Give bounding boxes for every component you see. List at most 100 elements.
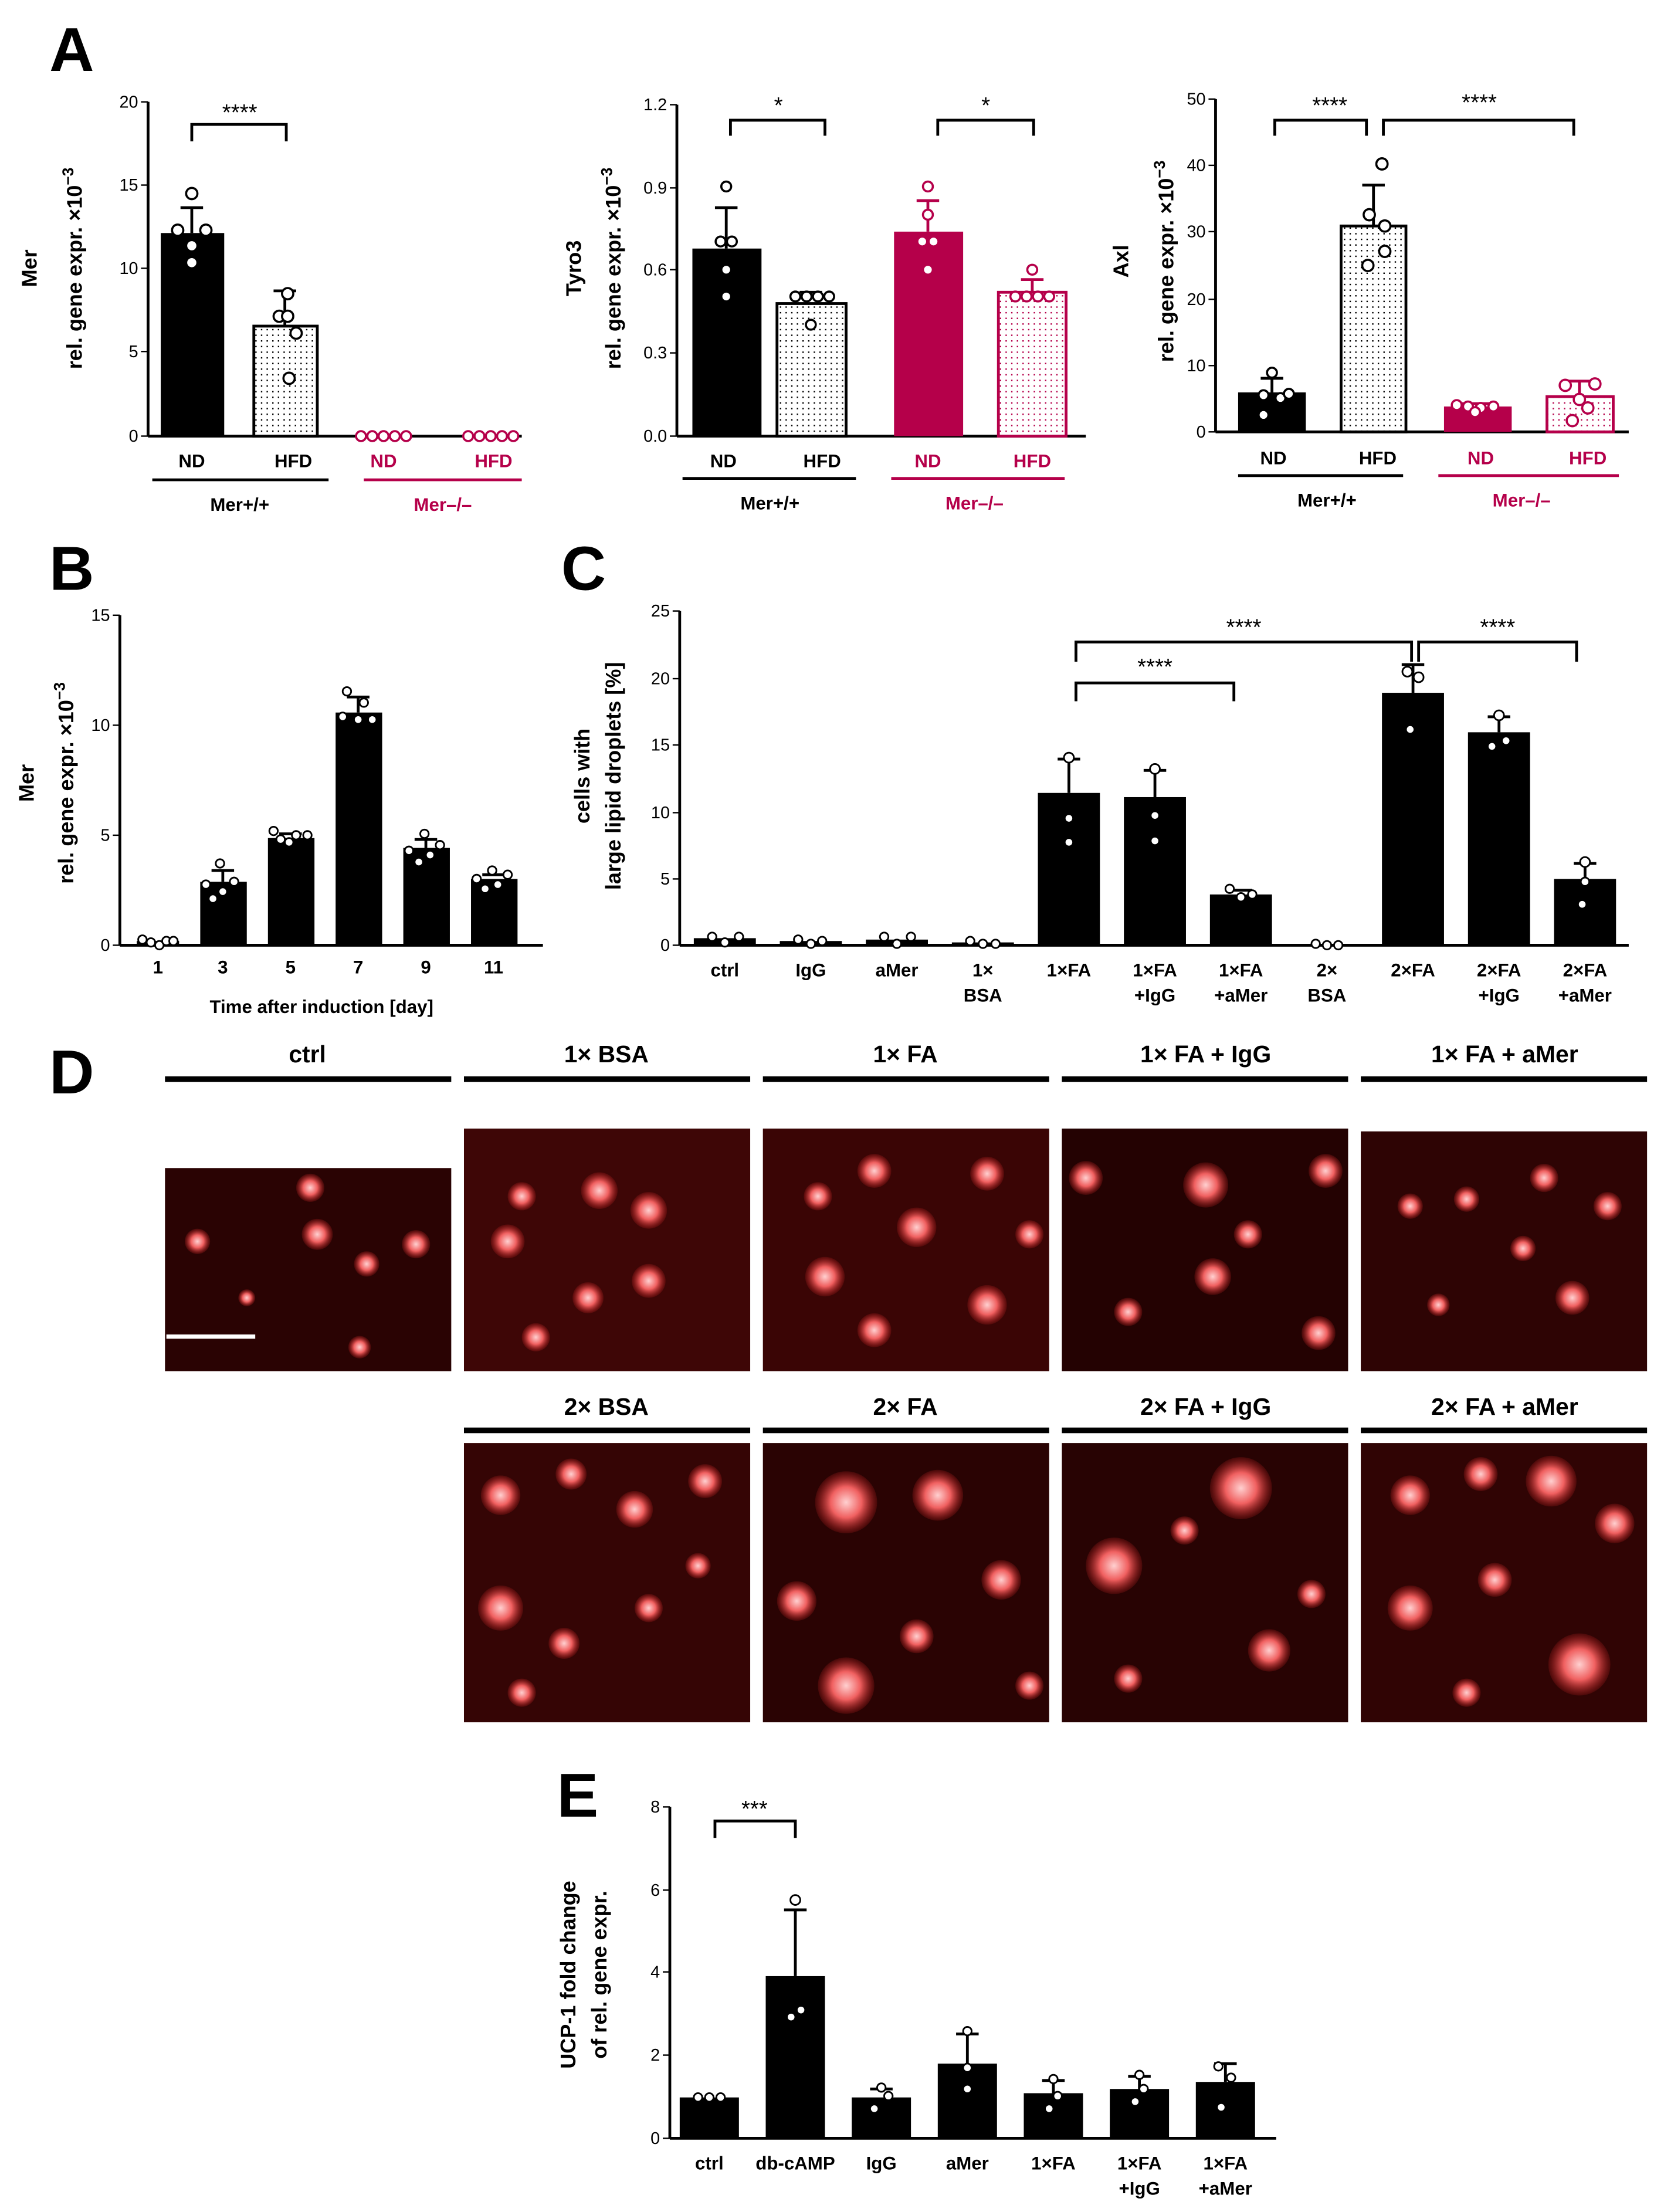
chart-b: Mer rel. gene expr. ×10−3 0 5 10 15 1 3 5… <box>15 606 543 1017</box>
svg-text:1×FA: 1×FA <box>1047 960 1092 980</box>
svg-text:rel. gene expr. ×10−3: rel. gene expr. ×10−3 <box>1151 160 1178 362</box>
svg-text:1: 1 <box>153 957 163 978</box>
svg-text:ctrl: ctrl <box>695 2153 724 2173</box>
svg-text:+aMer: +aMer <box>1558 985 1612 1006</box>
svg-text:1× FA: 1× FA <box>873 1041 937 1068</box>
panel-label-b: B <box>49 534 94 604</box>
svg-text:+IgG: +IgG <box>1479 985 1520 1006</box>
svg-text:1.2: 1.2 <box>643 96 667 114</box>
svg-text:7: 7 <box>353 957 363 978</box>
svg-text:40: 40 <box>1187 156 1206 175</box>
svg-text:2× FA + IgG: 2× FA + IgG <box>1140 1393 1271 1420</box>
svg-text:0.6: 0.6 <box>643 260 667 279</box>
svg-text:5: 5 <box>100 826 110 845</box>
micrograph-1x-fa-amer <box>1361 1131 1648 1371</box>
group-label-ko: Mer–/– <box>414 494 472 515</box>
svg-text:ND: ND <box>1260 448 1286 469</box>
svg-text:BSA: BSA <box>964 985 1002 1006</box>
svg-text:25: 25 <box>651 602 670 621</box>
chart-a-tyro3: Tyro3 rel. gene expr. ×10−3 0.0 0.3 0.6 … <box>562 93 1086 514</box>
svg-text:0: 0 <box>129 427 138 446</box>
svg-text:4: 4 <box>650 1963 660 1981</box>
svg-text:0: 0 <box>660 936 670 955</box>
svg-text:20: 20 <box>120 93 138 111</box>
svg-text:Mer+/+: Mer+/+ <box>740 493 799 514</box>
svg-text:aMer: aMer <box>946 2153 989 2173</box>
svg-text:large lipid droplets [%]: large lipid droplets [%] <box>601 662 625 890</box>
group-label-wt: Mer+/+ <box>210 494 269 515</box>
svg-text:15: 15 <box>651 736 670 755</box>
panel-label-e: E <box>557 1761 599 1830</box>
svg-text:BSA: BSA <box>1307 985 1346 1006</box>
svg-text:ND: ND <box>178 450 205 471</box>
svg-text:0.0: 0.0 <box>643 427 667 446</box>
svg-text:1×FA: 1×FA <box>1133 960 1177 980</box>
svg-text:****: **** <box>1462 90 1497 116</box>
svg-text:rel. gene expr. ×10−3: rel. gene expr. ×10−3 <box>598 168 625 370</box>
svg-text:11: 11 <box>484 957 503 978</box>
significance-label: **** <box>222 100 257 126</box>
svg-text:2×: 2× <box>1317 960 1338 980</box>
svg-text:15: 15 <box>120 176 138 195</box>
svg-text:+IgG: +IgG <box>1134 985 1175 1006</box>
svg-text:2× FA: 2× FA <box>873 1393 937 1420</box>
svg-text:ND: ND <box>370 450 396 471</box>
svg-text:aMer: aMer <box>876 960 919 980</box>
micrograph-1x-fa <box>762 1128 1049 1371</box>
svg-text:HFD: HFD <box>804 450 841 471</box>
svg-text:1×FA: 1×FA <box>1204 2153 1248 2173</box>
svg-text:of rel. gene expr.: of rel. gene expr. <box>587 1891 611 2058</box>
svg-text:3: 3 <box>218 957 228 978</box>
micrograph-grid: ctrl 1× BSA 1× FA 1× FA + IgG 1× FA + aM… <box>165 1041 1648 1723</box>
svg-text:ctrl: ctrl <box>710 960 739 980</box>
svg-text:15: 15 <box>91 606 110 625</box>
micrograph-row-1 <box>165 1128 1648 1371</box>
svg-text:Mer: Mer <box>15 764 39 802</box>
svg-text:HFD: HFD <box>1014 450 1051 471</box>
x-axis-label: Time after induction [day] <box>209 997 433 1017</box>
svg-text:IgG: IgG <box>795 960 826 980</box>
svg-text:10: 10 <box>120 259 138 278</box>
svg-text:1×: 1× <box>972 960 994 980</box>
svg-text:0.3: 0.3 <box>643 344 667 363</box>
svg-text:Axl: Axl <box>1109 245 1133 277</box>
svg-text:ND: ND <box>710 450 737 471</box>
svg-text:10: 10 <box>91 716 110 735</box>
svg-text:0.9: 0.9 <box>643 179 667 198</box>
svg-text:cells with: cells with <box>570 729 594 824</box>
svg-text:HFD: HFD <box>475 450 512 471</box>
svg-text:30: 30 <box>1187 222 1206 241</box>
svg-text:+IgG: +IgG <box>1119 2179 1160 2199</box>
micrograph-row-2 <box>463 1443 1648 1723</box>
svg-text:ctrl: ctrl <box>289 1041 326 1068</box>
svg-text:1×FA: 1×FA <box>1117 2153 1162 2173</box>
svg-text:***: *** <box>741 1797 768 1822</box>
svg-text:Mer+/+: Mer+/+ <box>1297 490 1357 511</box>
svg-text:2×FA: 2×FA <box>1477 960 1521 980</box>
svg-text:2×FA: 2×FA <box>1563 960 1608 980</box>
svg-text:ND: ND <box>1468 448 1494 469</box>
svg-text:2: 2 <box>650 2046 660 2065</box>
chart-e: UCP-1 fold change of rel. gene expr. 0 2… <box>556 1797 1276 2199</box>
svg-text:1× BSA: 1× BSA <box>564 1041 649 1068</box>
svg-text:Tyro3: Tyro3 <box>562 240 586 296</box>
svg-text:8: 8 <box>650 1798 660 1817</box>
chart-a-mer: Mer rel. gene expr. ×10−3 0 5 10 15 20 *… <box>18 93 522 515</box>
svg-text:*: * <box>774 93 783 118</box>
svg-text:2× FA + aMer: 2× FA + aMer <box>1431 1393 1578 1420</box>
svg-text:Mer–/–: Mer–/– <box>945 493 1004 514</box>
svg-text:IgG: IgG <box>866 2153 897 2173</box>
svg-text:UCP-1 fold change: UCP-1 fold change <box>556 1881 580 2068</box>
svg-text:10: 10 <box>1187 357 1206 375</box>
svg-text:+aMer: +aMer <box>1199 2179 1252 2199</box>
svg-text:HFD: HFD <box>274 450 312 471</box>
svg-text:*: * <box>981 93 990 118</box>
svg-text:9: 9 <box>421 957 431 978</box>
svg-text:1× FA + aMer: 1× FA + aMer <box>1431 1041 1578 1068</box>
svg-text:20: 20 <box>651 670 670 689</box>
scale-bar <box>166 1334 256 1339</box>
svg-text:+aMer: +aMer <box>1214 985 1268 1006</box>
svg-text:5: 5 <box>286 957 296 978</box>
svg-text:db-cAMP: db-cAMP <box>755 2153 835 2173</box>
